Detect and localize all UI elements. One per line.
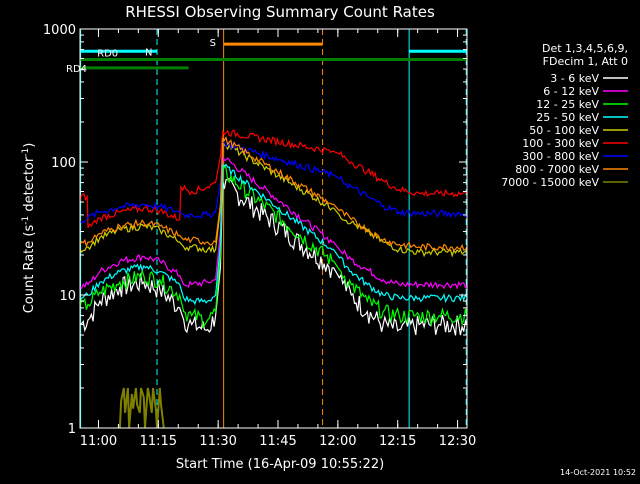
series-1-line-0 bbox=[79, 156, 468, 290]
legend-header-2: FDecim 1, Att 0 bbox=[543, 55, 628, 68]
legend: Det 1,3,4,5,6,9, FDecim 1, Att 0 3 - 6 k… bbox=[501, 42, 628, 189]
flag-label-n: N bbox=[145, 47, 152, 58]
y-axis-label-end: ) bbox=[22, 143, 37, 148]
y-tick-label-3: 1000 bbox=[43, 23, 76, 38]
x-tick-label-5: 12:15 bbox=[379, 434, 416, 449]
y-tick-label-0: 1 bbox=[68, 422, 76, 437]
x-tick-label-2: 11:30 bbox=[199, 434, 236, 449]
plot-axes bbox=[79, 28, 468, 429]
legend-label-8: 7000 - 15000 keV bbox=[501, 176, 599, 189]
y-axis-label-sup1: -1 bbox=[21, 216, 31, 225]
x-tick-label-0: 11:00 bbox=[80, 434, 117, 449]
plot-overlays: S N RD0 RD4 bbox=[66, 29, 467, 428]
timestamp: 14-Oct-2021 10:52 bbox=[560, 468, 636, 477]
flag-label-rd4: RD4 bbox=[66, 64, 87, 75]
y-axis-label-sup2: -1 bbox=[21, 148, 31, 157]
legend-label-5: 100 - 300 keV bbox=[522, 137, 599, 150]
flag-label-s: S bbox=[210, 38, 216, 49]
y-tick-label-1: 10 bbox=[59, 289, 76, 304]
y-tick-label-2: 100 bbox=[51, 156, 76, 171]
series-0-line-0 bbox=[79, 177, 468, 336]
series-lines bbox=[79, 129, 468, 429]
x-axis-label: Start Time (16-Apr-09 10:55:22) bbox=[176, 457, 384, 472]
series-5-line-0 bbox=[79, 129, 468, 229]
series-7-line-0 bbox=[79, 136, 468, 252]
legend-label-1: 6 - 12 keV bbox=[543, 85, 599, 98]
legend-label-0: 3 - 6 keV bbox=[550, 72, 599, 85]
x-tick-label-1: 11:15 bbox=[140, 434, 177, 449]
y-axis-label: Count Rate (s-1 detector-1) bbox=[21, 143, 37, 314]
y-axis-label-mid: detector bbox=[22, 156, 37, 216]
series-6-line-0 bbox=[79, 141, 468, 224]
legend-label-2: 12 - 25 keV bbox=[536, 98, 599, 111]
legend-label-6: 300 - 800 keV bbox=[522, 150, 599, 163]
x-tick-label-6: 12:30 bbox=[439, 434, 476, 449]
plot-frame bbox=[79, 28, 468, 429]
legend-label-4: 50 - 100 keV bbox=[529, 124, 599, 137]
legend-header-1: Det 1,3,4,5,6,9, bbox=[542, 42, 628, 55]
legend-label-3: 25 - 50 keV bbox=[536, 111, 599, 124]
y-axis-label-main: Count Rate (s bbox=[22, 225, 37, 314]
flag-label-rd0: RD0 bbox=[97, 48, 118, 59]
series-8-line-0 bbox=[118, 387, 165, 429]
series-2-line-0 bbox=[79, 164, 468, 329]
x-tick-label-4: 12:00 bbox=[319, 434, 356, 449]
tick-labels: 11:00 11:15 11:30 11:45 12:00 12:15 12:30 1 10 10… bbox=[43, 23, 476, 449]
chart-title: RHESSI Observing Summary Count Rates bbox=[125, 3, 435, 21]
legend-label-7: 800 - 7000 keV bbox=[515, 163, 599, 176]
x-tick-label-3: 11:45 bbox=[259, 434, 296, 449]
series-3-line-0 bbox=[79, 163, 468, 306]
